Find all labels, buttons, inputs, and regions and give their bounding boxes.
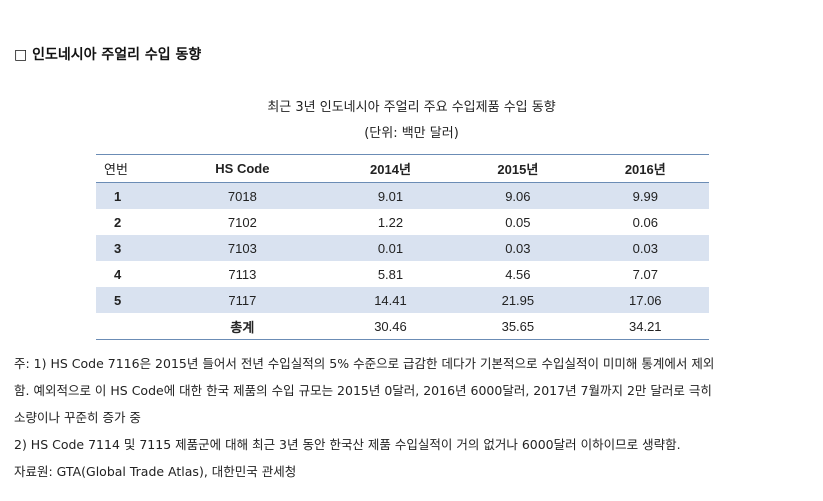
row-hs-code: 7117 [158, 287, 327, 313]
total-2014: 30.46 [326, 313, 455, 340]
row-hs-code: 7103 [158, 235, 327, 261]
table-row: 3 7103 0.01 0.03 0.03 [96, 235, 709, 261]
row-no: 1 [96, 182, 158, 209]
note-line: 2) HS Code 7114 및 7115 제품군에 대해 최근 3년 동안 … [14, 437, 681, 452]
table-row: 5 7117 14.41 21.95 17.06 [96, 287, 709, 313]
row-2016: 7.07 [632, 266, 658, 282]
row-2014: 14.41 [326, 287, 455, 313]
header-2016: 2016년 [624, 162, 666, 177]
row-2016: 17.06 [581, 287, 709, 313]
row-no: 5 [96, 287, 158, 313]
header-2014: 2014년 [370, 162, 411, 177]
table-row: 1 7018 9.01 9.06 9.99 [96, 182, 709, 209]
row-2015: 21.95 [454, 287, 582, 313]
total-spacer [96, 313, 158, 340]
note-line: 소량이나 꾸준히 증가 중 [14, 410, 141, 425]
header-2015: 2015년 [497, 162, 539, 177]
row-2014: 0.01 [326, 235, 455, 261]
header-no: 연번 [104, 162, 128, 177]
table-unit: (단위: 백만 달러) [364, 126, 459, 141]
table-header-row: 연번 HS Code 2014년 2015년 2016년 [96, 154, 709, 183]
row-no: 3 [96, 235, 158, 261]
row-2016: 0.06 [632, 214, 658, 230]
table-total-row: 총계 30.46 35.65 34.21 [96, 313, 709, 340]
row-2014: 5.81 [377, 266, 404, 282]
row-2016: 0.03 [581, 235, 709, 261]
table-title: 최근 3년 인도네시아 주얼리 주요 수입제품 수입 동향 [267, 100, 556, 115]
row-hs-code: 7018 [158, 182, 327, 209]
source-line: 자료원: GTA(Global Trade Atlas), 대한민국 관세청 [14, 464, 297, 479]
note-line: 함. 예외적으로 이 HS Code에 대한 한국 제품의 수입 규모는 201… [14, 383, 712, 398]
row-2014: 1.22 [377, 214, 404, 230]
row-no: 4 [114, 266, 122, 282]
row-hs-code: 7113 [228, 266, 257, 282]
total-2016: 34.21 [581, 313, 709, 340]
row-2015: 0.05 [505, 214, 531, 230]
table-row: 4 7113 5.81 4.56 7.07 [96, 261, 709, 287]
row-2015: 9.06 [454, 182, 582, 209]
row-hs-code: 7102 [227, 214, 257, 230]
total-2015: 35.65 [454, 313, 582, 340]
row-2014: 9.01 [326, 182, 455, 209]
total-label: 총계 [158, 313, 327, 340]
section-title: □ 인도네시아 주얼리 수입 동향 [14, 47, 202, 63]
table-row: 2 7102 1.22 0.05 0.06 [96, 209, 709, 235]
notes: 주: 1) HS Code 7116은 2015년 들어서 전년 수입실적의 5… [14, 350, 814, 485]
row-2015: 0.03 [454, 235, 582, 261]
header-hs-code: HS Code [215, 161, 270, 176]
import-table: 연번 HS Code 2014년 2015년 2016년 1 7018 9.01… [96, 154, 709, 340]
row-2016: 9.99 [581, 182, 709, 209]
row-2015: 4.56 [505, 266, 531, 282]
row-no: 2 [114, 214, 122, 230]
note-line: 주: 1) HS Code 7116은 2015년 들어서 전년 수입실적의 5… [14, 356, 715, 371]
